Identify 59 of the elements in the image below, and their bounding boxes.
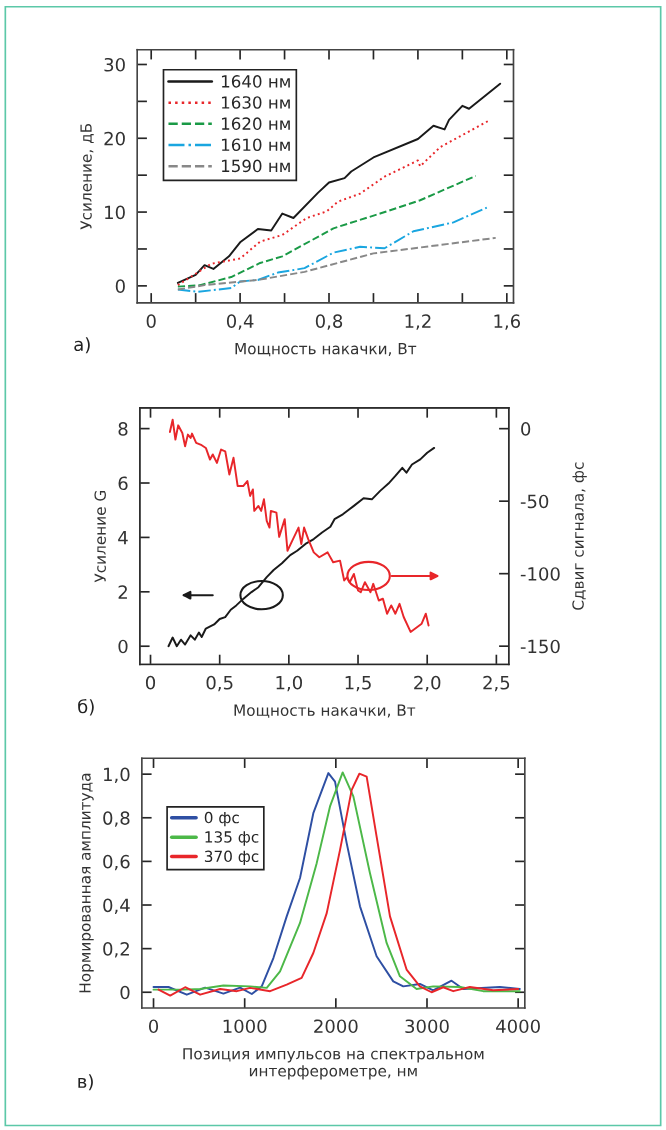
line-series (176, 119, 491, 287)
y-tick-label: 0,8 (103, 811, 130, 827)
y-tick-label: 10 (105, 205, 125, 220)
y-tick-label: 0 (115, 279, 125, 293)
y-tick-label: 0 (118, 639, 128, 654)
y-axis-title: Усиление, дБ (80, 123, 94, 230)
y-tick-label: 1,0 (104, 767, 130, 784)
line-series (176, 174, 477, 288)
x-tick-label: 4000 (496, 1019, 540, 1034)
y-tick-label: 20 (104, 131, 125, 146)
x-tick-label: 1,0 (276, 675, 303, 692)
text: б) (78, 699, 94, 716)
line-series (167, 446, 436, 648)
x-axis-title: Позиция импульсов на спектральном интерферометре, нм (183, 1048, 484, 1080)
y-tick-label: 30 (104, 57, 125, 72)
y-tick-label: 0,2 (103, 942, 129, 958)
x-axis-title: Мощность накачки, Вт (234, 704, 416, 718)
y2-tick-label: -150 (520, 639, 560, 654)
legend-label: 135 фс (205, 831, 259, 846)
y2-tick-label: 0 (521, 422, 531, 436)
y2-tick-label: -50 (520, 494, 549, 509)
line-series (176, 206, 488, 293)
x-tick-label: 0,5 (206, 675, 233, 692)
legend-label: 1640 нм (221, 75, 290, 88)
x-tick-label: 1000 (223, 1019, 267, 1034)
y-axis-title: Нормированная амплитуда (79, 773, 94, 993)
x-tick-label: 1,6 (494, 314, 521, 330)
x-tick-label: 0 (145, 675, 156, 690)
x-tick-label: 0 (146, 314, 156, 328)
x-tick-label: 2,5 (483, 675, 510, 692)
y-tick-label: 0 (120, 985, 130, 1000)
y-tick-label: 0,4 (103, 898, 130, 914)
y-tick-label: 0,6 (103, 854, 130, 871)
legend-label: 1620 нм (221, 117, 290, 130)
x-tick-label: 0,8 (315, 314, 343, 330)
legend-label: 0 фс (204, 811, 239, 827)
x-tick-label: 1,2 (405, 314, 431, 330)
legend-label: 370 фс (204, 850, 259, 866)
line-series (168, 418, 430, 633)
legend-label: 1610 нм (221, 138, 290, 152)
x-tick-label: 1,5 (345, 676, 371, 692)
line-series (176, 236, 497, 291)
text: а) (74, 337, 90, 354)
text: в) (78, 1074, 93, 1091)
x-tick-label: 2,0 (414, 675, 441, 692)
x-tick-label: 0 (148, 1019, 159, 1034)
y-axis-title: Усиление G (94, 491, 106, 583)
y2-tick-label: -100 (520, 567, 560, 581)
x-tick-label: 2000 (314, 1019, 358, 1034)
x-axis-title: Мощность накачки, Вт (235, 343, 417, 357)
y-tick-label: 8 (118, 422, 128, 436)
y-tick-label: 2 (118, 585, 127, 599)
x-tick-label: 0,4 (226, 314, 254, 330)
y2-axis-title: Сдвиг сигнала, фс (572, 462, 587, 610)
y-tick-label: 6 (118, 476, 128, 491)
x-tick-label: 3000 (405, 1019, 449, 1034)
legend-label: 1590 нм (221, 159, 290, 173)
legend-label: 1630 нм (221, 96, 290, 109)
y-tick-label: 4 (118, 531, 128, 545)
